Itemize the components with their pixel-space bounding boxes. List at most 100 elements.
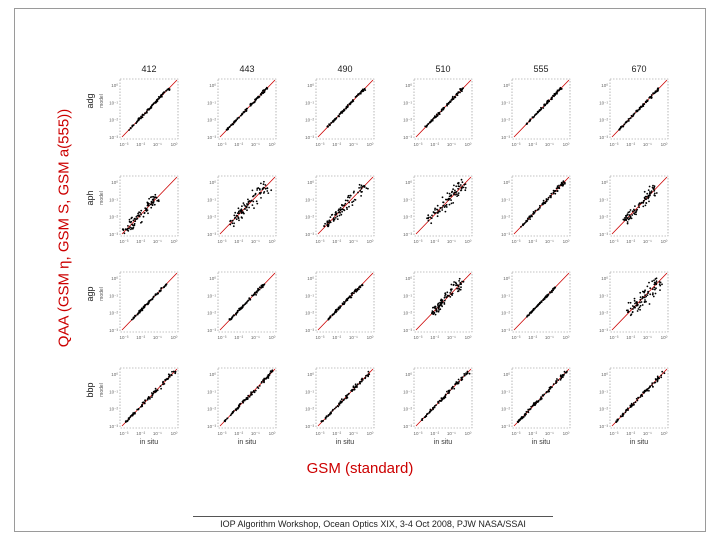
y-tick-bbp-412-1: 10⁻¹: [109, 389, 118, 394]
point-aph-555-51: [545, 200, 548, 203]
y-tick-agp-555-3: 10⁻³: [501, 328, 510, 333]
point-aph-412-53: [152, 195, 155, 198]
point-aph-670-89: [633, 208, 635, 211]
point-adg-490-83: [361, 88, 364, 91]
point-aph-412-72: [137, 214, 140, 217]
point-aph-490-88: [334, 214, 336, 216]
point-aph-443-73: [266, 187, 269, 190]
point-aph-670-50: [642, 201, 645, 204]
point-adg-555-84: [532, 116, 535, 119]
point-aph-555-56: [529, 216, 531, 219]
point-agp-670-77: [644, 294, 646, 296]
y-tick-adg-670-2: 10⁻²: [599, 118, 608, 123]
x-tick-agp-510-3: 10⁰: [465, 335, 472, 340]
x-tick-adg-555-1: 10⁻²: [528, 142, 537, 147]
point-aph-443-55: [233, 222, 236, 225]
point-agp-670-68: [646, 294, 649, 296]
point-agp-670-17: [652, 295, 655, 298]
y-tick-adg-555-0: 10⁰: [503, 83, 510, 88]
point-agp-555-82: [547, 293, 550, 296]
point-agp-670-10: [653, 286, 656, 289]
point-aph-412-7: [123, 232, 126, 235]
x-tick-agp-555-3: 10⁰: [563, 335, 570, 340]
point-adg-443-85: [232, 121, 235, 124]
x-tick-adg-490-0: 10⁻³: [316, 142, 325, 147]
point-adg-555-65: [525, 123, 528, 125]
point-aph-443-63: [242, 202, 245, 205]
point-agp-555-63: [545, 295, 547, 298]
point-aph-510-36: [450, 191, 453, 194]
x-tick-bbp-555-2: 10⁻¹: [545, 431, 554, 436]
point-agp-510-68: [454, 281, 457, 284]
point-agp-670-14: [638, 306, 641, 309]
x-tick-adg-412-0: 10⁻³: [120, 142, 129, 147]
point-aph-490-27: [352, 191, 355, 194]
x-tick-aph-510-3: 10⁰: [465, 239, 472, 244]
points-adg-412: [128, 87, 171, 131]
y-tick-bbp-412-0: 10⁰: [111, 372, 118, 377]
point-aph-443-32: [247, 198, 249, 201]
point-adg-443-88: [235, 119, 237, 122]
point-agp-510-0: [453, 281, 455, 283]
x-tick-agp-412-2: 10⁻¹: [153, 335, 162, 340]
point-agp-443-76: [233, 314, 236, 317]
y-tick-bbp-443-3: 10⁻³: [207, 424, 216, 429]
point-agp-490-69: [345, 298, 348, 301]
point-agp-412-63: [133, 316, 136, 319]
point-adg-443-76: [241, 113, 244, 116]
point-bbp-412-60: [143, 402, 146, 404]
point-bbp-443-38: [241, 400, 244, 403]
point-adg-510-37: [451, 95, 454, 98]
point-bbp-555-81: [520, 417, 523, 420]
y-tick-agp-555-0: 10⁰: [503, 276, 510, 281]
point-aph-490-70: [339, 212, 342, 214]
point-aph-412-80: [129, 226, 132, 229]
point-agp-443-16: [248, 297, 251, 300]
x-tick-bbp-490-2: 10⁻¹: [349, 431, 358, 436]
point-aph-412-69: [148, 197, 151, 200]
point-aph-412-50: [138, 211, 141, 214]
point-aph-555-77: [545, 198, 548, 200]
point-aph-510-75: [437, 211, 439, 214]
x-tick-aph-555-0: 10⁻³: [512, 239, 521, 244]
point-bbp-443-83: [226, 417, 229, 420]
point-bbp-443-86: [271, 370, 274, 373]
point-adg-510-67: [446, 104, 448, 107]
point-bbp-412-89: [147, 396, 150, 398]
point-aph-412-52: [133, 224, 136, 227]
point-aph-412-29: [128, 220, 131, 223]
points-aph-510: [426, 178, 467, 225]
point-aph-555-75: [529, 218, 531, 221]
point-agp-510-52: [450, 293, 453, 296]
point-bbp-490-57: [342, 399, 345, 402]
one-to-one-line-agp-510: [415, 272, 472, 331]
point-adg-412-87: [146, 111, 148, 114]
point-agp-490-61: [350, 296, 353, 299]
points-adg-490: [326, 87, 367, 128]
point-adg-555-81: [558, 89, 560, 92]
point-aph-412-65: [152, 202, 154, 205]
point-bbp-490-47: [364, 377, 366, 380]
point-aph-490-82: [323, 225, 326, 228]
column-title-443: 443: [239, 64, 254, 74]
point-adg-443-84: [250, 102, 252, 105]
point-agp-555-83: [538, 302, 541, 305]
x-tick-bbp-412-2: 10⁻¹: [153, 431, 162, 436]
x-tick-agp-670-2: 10⁻¹: [643, 335, 652, 340]
point-adg-555-20: [540, 106, 542, 109]
point-agp-670-31: [629, 314, 632, 317]
point-agp-670-69: [659, 284, 662, 287]
point-aph-443-33: [263, 186, 265, 189]
point-agp-490-89: [337, 306, 340, 309]
point-adg-443-72: [260, 93, 262, 96]
point-agp-490-86: [347, 296, 350, 299]
point-aph-412-49: [126, 227, 129, 230]
y-tick-adg-490-0: 10⁰: [307, 83, 314, 88]
point-adg-443-71: [262, 91, 264, 94]
point-bbp-510-74: [458, 381, 460, 383]
point-aph-510-34: [456, 195, 458, 198]
point-bbp-412-81: [146, 398, 149, 401]
point-adg-443-62: [246, 107, 249, 110]
point-bbp-412-75: [141, 404, 143, 407]
point-bbp-490-50: [328, 413, 331, 416]
